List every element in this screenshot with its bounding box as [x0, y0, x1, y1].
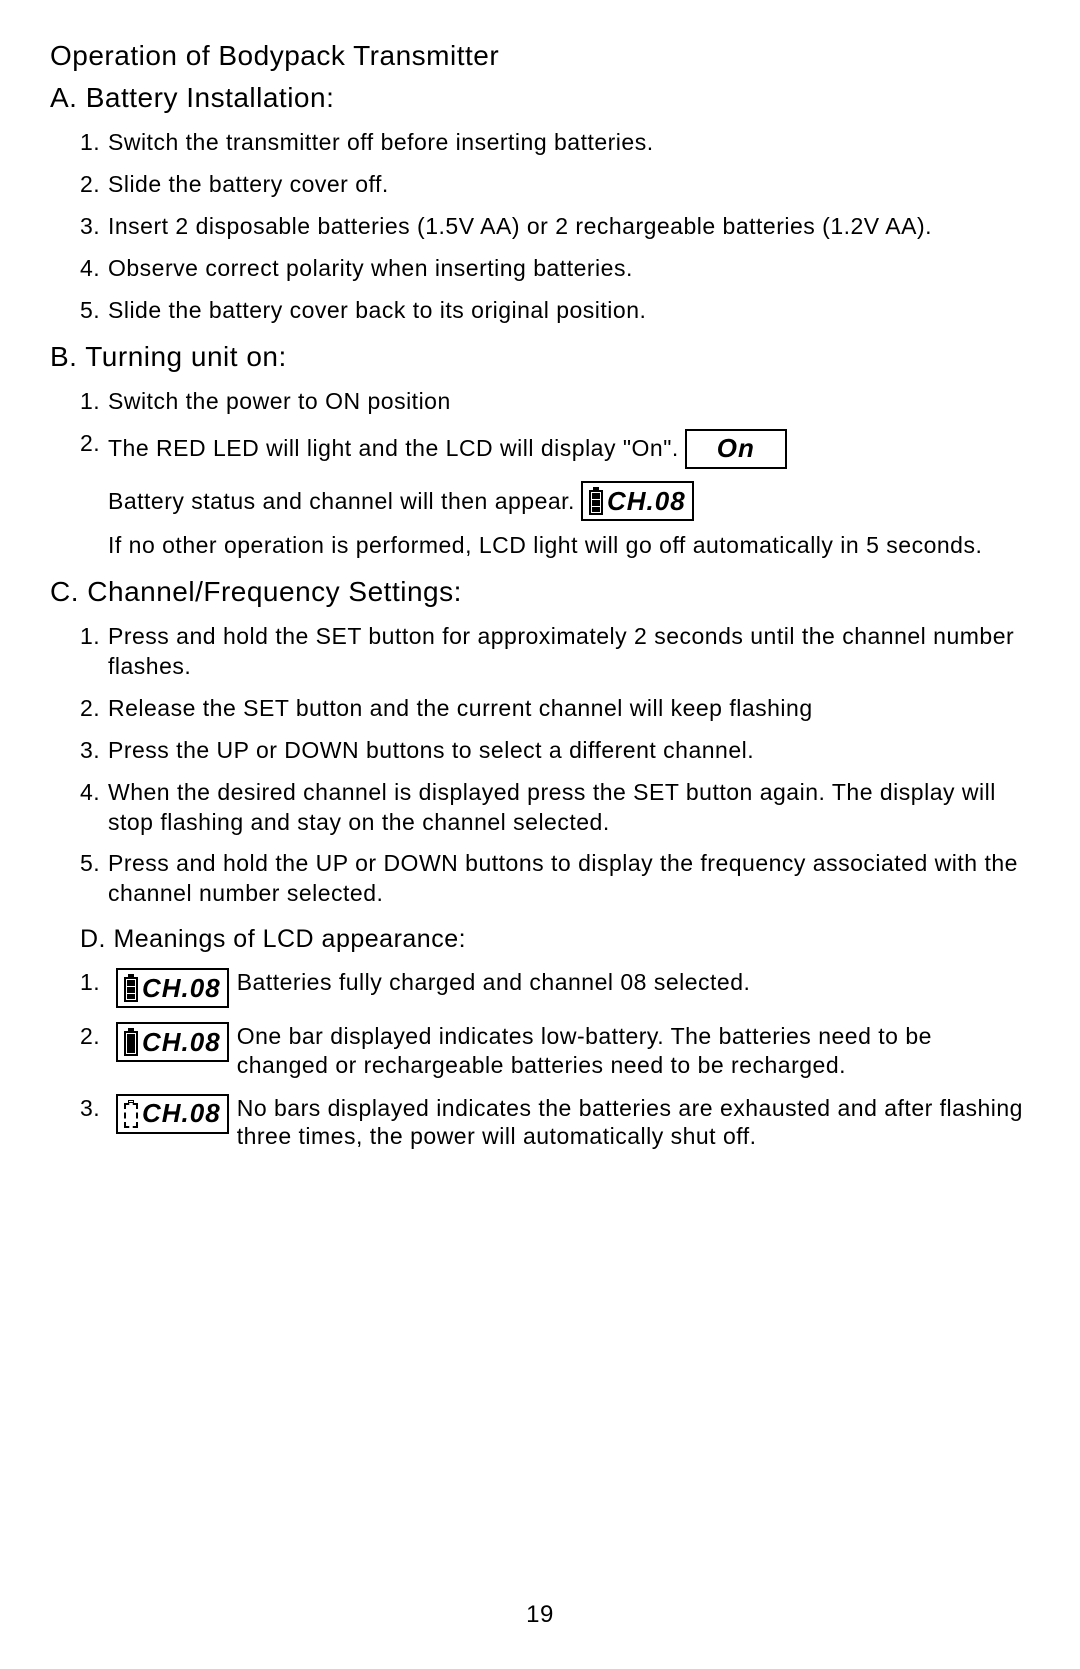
manual-page: Operation of Bodypack Transmitter A. Bat… — [0, 0, 1080, 1669]
item-text: The RED LED will light and the LCD will … — [108, 429, 1030, 469]
item-text: Slide the battery cover off. — [108, 170, 1030, 200]
page-title: Operation of Bodypack Transmitter — [50, 40, 1030, 72]
lcd-meaning-item: 2. CH.08 One bar displayed indicates low… — [80, 1022, 1030, 1080]
battery-full-icon — [589, 487, 603, 515]
item-text: Switch the power to ON position — [108, 387, 1030, 417]
section-d-heading: D. Meanings of LCD appearance: — [80, 925, 1030, 954]
item-text: Press and hold the UP or DOWN buttons to… — [108, 849, 1030, 909]
item-number: 3. — [80, 1094, 108, 1123]
list-item: 2.Slide the battery cover off. — [80, 170, 1030, 200]
lcd-on-box: On — [685, 429, 787, 469]
item-number: 4. — [80, 778, 108, 808]
list-item: 2. The RED LED will light and the LCD wi… — [80, 429, 1030, 469]
item-number: 2. — [80, 429, 108, 459]
item-number: 2. — [80, 1022, 108, 1051]
list-item: 1.Press and hold the SET button for appr… — [80, 622, 1030, 682]
section-a-heading: A. Battery Installation: — [50, 82, 1030, 114]
battery-low-icon — [124, 1028, 138, 1056]
item-number: 1. — [80, 622, 108, 652]
lcd-meaning-item: 1. CH.08 Batteries fully charged and cha… — [80, 968, 1030, 1008]
lcd-text: CH.08 — [142, 972, 221, 1005]
section-b-heading: B. Turning unit on: — [50, 341, 1030, 373]
section-a-list: 1.Switch the transmitter off before inse… — [80, 128, 1030, 325]
item-number: 2. — [80, 694, 108, 724]
item-number: 1. — [80, 968, 108, 997]
list-item: 2.Release the SET button and the current… — [80, 694, 1030, 724]
lcd-empty-box: CH.08 — [116, 1094, 229, 1134]
lcd-on-text: On — [717, 432, 755, 466]
battery-full-icon — [124, 974, 138, 1002]
item-text: Switch the transmitter off before insert… — [108, 128, 1030, 158]
item-text: Press the UP or DOWN buttons to select a… — [108, 736, 1030, 766]
list-item: 5.Slide the battery cover back to its or… — [80, 296, 1030, 326]
list-item: 3.Press the UP or DOWN buttons to select… — [80, 736, 1030, 766]
item-text: When the desired channel is displayed pr… — [108, 778, 1030, 838]
section-b-list: 1.Switch the power to ON position 2. The… — [80, 387, 1030, 560]
section-c-list: 1.Press and hold the SET button for appr… — [80, 622, 1030, 909]
list-item: 4.Observe correct polarity when insertin… — [80, 254, 1030, 284]
item-number: 5. — [80, 849, 108, 879]
continuation-line: Battery status and channel will then app… — [108, 481, 1030, 521]
item-number: 1. — [80, 128, 108, 158]
lcd-full-box: CH.08 — [116, 968, 229, 1008]
item-text: No bars displayed indicates the batterie… — [237, 1094, 1030, 1152]
list-item: 1.Switch the transmitter off before inse… — [80, 128, 1030, 158]
item-number: 3. — [80, 212, 108, 242]
lcd-channel-box: CH.08 — [581, 481, 694, 521]
lcd-low-box: CH.08 — [116, 1022, 229, 1062]
list-item: 3.Insert 2 disposable batteries (1.5V AA… — [80, 212, 1030, 242]
section-d: D. Meanings of LCD appearance: 1. CH.08 … — [50, 925, 1030, 1151]
item-number: 3. — [80, 736, 108, 766]
item-text: Press and hold the SET button for approx… — [108, 622, 1030, 682]
item-text: Release the SET button and the current c… — [108, 694, 1030, 724]
item-text: One bar displayed indicates low-battery.… — [237, 1022, 1030, 1080]
lcd-channel-text: CH.08 — [607, 485, 686, 518]
continuation-line: If no other operation is performed, LCD … — [108, 531, 1030, 560]
section-c-heading: C. Channel/Frequency Settings: — [50, 576, 1030, 608]
item-text: Slide the battery cover back to its orig… — [108, 296, 1030, 326]
item-number: 1. — [80, 387, 108, 417]
lcd-meaning-item: 3. CH.08 No bars displayed indicates the… — [80, 1094, 1030, 1152]
lcd-text: CH.08 — [142, 1097, 221, 1130]
item-text: Insert 2 disposable batteries (1.5V AA) … — [108, 212, 1030, 242]
item-number: 2. — [80, 170, 108, 200]
list-item: 1.Switch the power to ON position — [80, 387, 1030, 417]
item-text: Batteries fully charged and channel 08 s… — [237, 968, 1030, 997]
item-number: 5. — [80, 296, 108, 326]
list-item: 4.When the desired channel is displayed … — [80, 778, 1030, 838]
item-text: Observe correct polarity when inserting … — [108, 254, 1030, 284]
lcd-text: CH.08 — [142, 1026, 221, 1059]
item-number: 4. — [80, 254, 108, 284]
list-item: 5.Press and hold the UP or DOWN buttons … — [80, 849, 1030, 909]
battery-empty-icon — [124, 1100, 138, 1128]
text-segment: Battery status and channel will then app… — [108, 487, 575, 516]
text-segment: The RED LED will light and the LCD will … — [108, 434, 679, 464]
page-number: 19 — [0, 1601, 1080, 1629]
